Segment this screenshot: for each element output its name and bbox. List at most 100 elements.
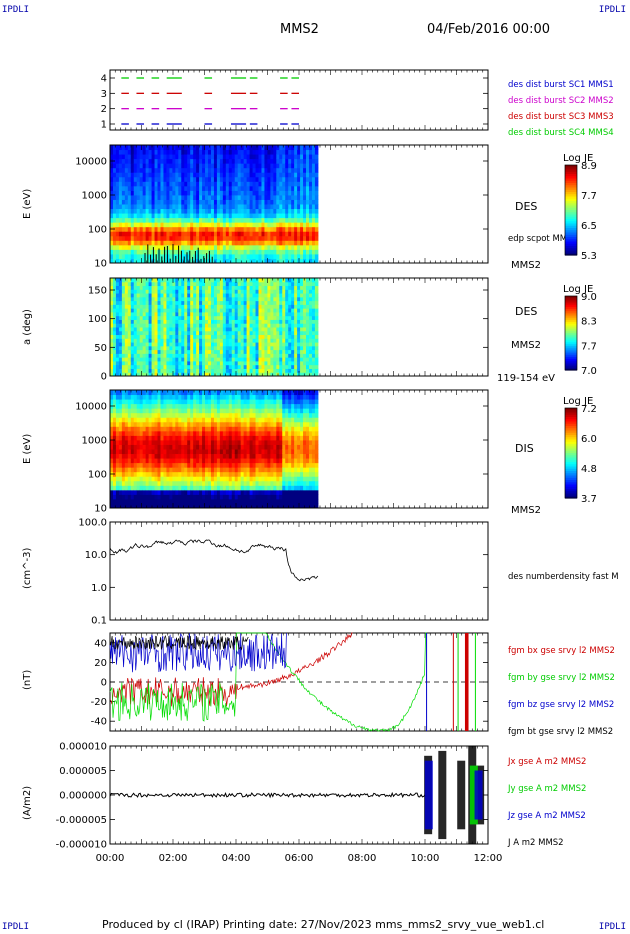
dis-energy-cell <box>115 467 120 473</box>
des-energy-cell <box>222 149 227 155</box>
des-pitch-cell <box>190 334 194 339</box>
dis-energy-cell <box>110 498 114 504</box>
des-energy-cell <box>124 154 129 160</box>
des-energy-cell <box>157 222 161 228</box>
des-energy-cell <box>172 172 176 178</box>
des-pitch-cell <box>127 334 132 339</box>
des-energy-cell <box>163 190 167 196</box>
des-energy-cell <box>121 208 126 214</box>
des-pitch-colorbar-tick: 7.0 <box>581 366 597 377</box>
des-pitch-cell <box>172 338 176 343</box>
des-pitch-cell <box>199 368 203 373</box>
des-pitch-cell <box>130 342 135 347</box>
des-pitch-cell <box>160 323 164 328</box>
des-energy-cell <box>121 163 126 169</box>
des-energy-cell <box>169 217 173 223</box>
des-energy-cell <box>139 149 144 155</box>
des-pitch-cell <box>199 360 203 366</box>
des-energy-cell <box>291 253 295 259</box>
des-pitch-cell <box>279 285 283 290</box>
des-energy-cell <box>297 158 301 164</box>
des-energy-cell <box>169 253 173 259</box>
des-energy-cell <box>166 190 170 196</box>
des-pitch-cell <box>246 323 251 328</box>
des-energy-cell <box>112 235 117 241</box>
des-pitch-cell <box>294 319 298 324</box>
des-energy-cell <box>308 163 313 169</box>
des-energy-cell <box>264 226 268 232</box>
des-pitch-cell <box>142 296 147 302</box>
dis-energy-cell <box>115 399 120 405</box>
des-energy-cell <box>276 213 280 219</box>
des-energy-cell <box>291 149 295 155</box>
dis-energy-cell <box>178 476 182 482</box>
des-energy-cell <box>231 231 236 237</box>
dis-energy-cell <box>166 426 170 432</box>
des-pitch-cell <box>311 281 316 287</box>
des-pitch-cell <box>112 364 117 369</box>
des-energy-cell <box>202 185 206 191</box>
des-pitch-cell <box>151 285 156 290</box>
dis-energy-cell <box>118 453 123 459</box>
des-energy-cell <box>294 185 298 191</box>
des-energy-cell <box>300 176 304 182</box>
des-pitch-cell <box>175 345 179 351</box>
dis-energy-cell <box>154 430 159 436</box>
des-pitch-cell <box>118 293 123 298</box>
dis-energy-cell <box>178 403 182 409</box>
des-energy-cell <box>199 163 203 169</box>
des-pitch-cell <box>130 364 135 369</box>
des-pitch-cell <box>196 372 200 377</box>
des-pitch-cell <box>291 300 295 305</box>
des-energy-cell <box>249 240 254 246</box>
des-pitch-cell <box>267 349 271 354</box>
des-energy-cell <box>303 185 307 191</box>
dis-energy-cell <box>163 489 167 495</box>
des-pitch-cell <box>208 315 212 320</box>
des-pitch-cell <box>243 308 248 313</box>
des-pitch-cell <box>300 330 304 336</box>
des-pitch-colorbar-title: Log JE <box>563 284 593 295</box>
des-energy-cell <box>181 208 185 214</box>
dis-energy-cell <box>118 444 123 450</box>
dis-energy-cell <box>118 471 123 477</box>
dis-energy-cell <box>118 435 123 441</box>
des-pitch-cell <box>231 304 236 309</box>
des-pitch-cell <box>285 357 289 362</box>
des-pitch-cell <box>145 289 150 294</box>
des-energy-cell <box>190 204 194 210</box>
dis-energy-cell <box>115 430 120 436</box>
des-pitch-cell <box>240 345 245 351</box>
des-energy-cell <box>208 154 212 160</box>
des-energy-cell <box>222 145 227 151</box>
des-energy-colorbar-swatch <box>565 246 577 249</box>
des-energy-cell <box>288 190 292 196</box>
dis-energy-cell <box>130 476 135 482</box>
des-pitch-cell <box>172 327 176 332</box>
dis-energy-cell <box>130 408 135 414</box>
des-pitch-cell <box>181 293 185 298</box>
des-pitch-cell <box>255 327 259 332</box>
des-pitch-cell <box>267 308 271 313</box>
des-energy-cell <box>196 194 200 200</box>
des-energy-cell <box>240 145 245 151</box>
dis-energy-cell <box>148 462 153 468</box>
dis-energy-cell <box>151 426 156 432</box>
des-energy-cell <box>115 258 120 264</box>
des-pitch-cell <box>237 360 242 366</box>
des-pitch-colorbar-swatch <box>565 360 577 364</box>
des-pitch-cell <box>121 278 126 283</box>
des-energy-cell <box>264 258 268 264</box>
des-energy-cell <box>127 172 132 178</box>
des-pitch-cell <box>222 345 227 351</box>
des-energy-cell <box>190 249 194 255</box>
dis-energy-cell <box>121 453 126 459</box>
des-pitch-cell <box>297 338 301 343</box>
des-pitch-cell <box>237 364 242 369</box>
des-pitch-cell <box>258 353 262 358</box>
des-pitch-cell <box>225 281 230 287</box>
dis-energy-cell <box>133 476 138 482</box>
des-pitch-cell <box>276 285 280 290</box>
des-pitch-cell <box>172 300 176 305</box>
